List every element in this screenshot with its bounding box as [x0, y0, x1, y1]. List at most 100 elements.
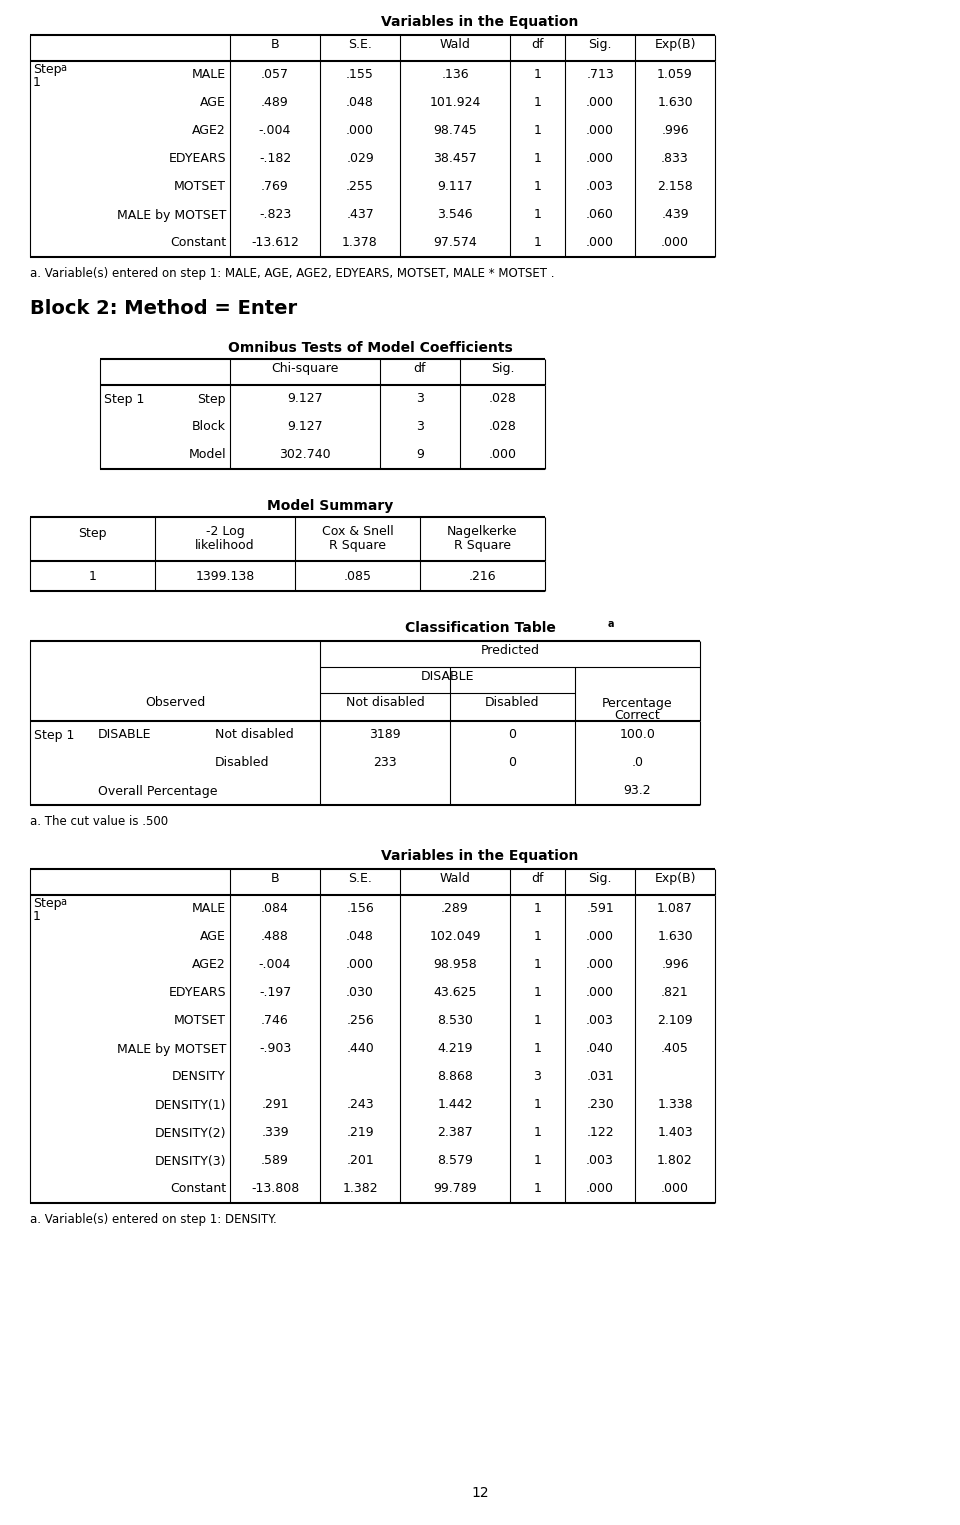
Text: .437: .437	[347, 209, 373, 221]
Text: .000: .000	[586, 96, 614, 110]
Text: .000: .000	[661, 1182, 689, 1196]
Text: DENSITY(1): DENSITY(1)	[155, 1098, 226, 1112]
Text: MALE: MALE	[192, 903, 226, 915]
Text: 1.802: 1.802	[658, 1154, 693, 1168]
Text: .048: .048	[346, 930, 374, 944]
Text: B: B	[271, 38, 279, 50]
Text: 4.219: 4.219	[437, 1043, 472, 1055]
Text: 8.579: 8.579	[437, 1154, 473, 1168]
Text: Observed: Observed	[145, 695, 205, 709]
Text: .084: .084	[261, 903, 289, 915]
Text: Model Summary: Model Summary	[267, 499, 394, 512]
Text: R Square: R Square	[454, 538, 511, 552]
Text: -.823: -.823	[259, 209, 291, 221]
Text: MOTSET: MOTSET	[174, 1014, 226, 1028]
Text: 3: 3	[416, 421, 424, 433]
Text: Nagelkerke: Nagelkerke	[447, 525, 517, 538]
Text: Exp(B): Exp(B)	[655, 872, 696, 884]
Text: .833: .833	[661, 152, 689, 166]
Text: .216: .216	[468, 569, 496, 583]
Text: .000: .000	[586, 930, 614, 944]
Text: -13.612: -13.612	[252, 236, 299, 250]
Text: .589: .589	[261, 1154, 289, 1168]
Text: .996: .996	[661, 959, 689, 971]
Text: .000: .000	[586, 236, 614, 250]
Text: Correct: Correct	[614, 709, 660, 721]
Text: 1: 1	[534, 152, 541, 166]
Text: 1.087: 1.087	[657, 903, 693, 915]
Text: -2 Log: -2 Log	[205, 525, 245, 538]
Text: .029: .029	[347, 152, 373, 166]
Text: .201: .201	[347, 1154, 373, 1168]
Text: DISABLE: DISABLE	[98, 729, 152, 741]
Text: Predicted: Predicted	[481, 644, 540, 657]
Text: .439: .439	[661, 209, 689, 221]
Text: -.004: -.004	[259, 959, 291, 971]
Text: 38.457: 38.457	[433, 152, 477, 166]
Text: EDYEARS: EDYEARS	[168, 987, 226, 999]
Text: 1.059: 1.059	[658, 69, 693, 81]
Text: a: a	[608, 619, 614, 628]
Text: R Square: R Square	[329, 538, 386, 552]
Text: Percentage: Percentage	[602, 697, 673, 711]
Text: 1: 1	[534, 1014, 541, 1028]
Text: .156: .156	[347, 903, 373, 915]
Text: .000: .000	[661, 236, 689, 250]
Text: 93.2: 93.2	[624, 784, 651, 798]
Text: -.903: -.903	[259, 1043, 291, 1055]
Text: Step 1: Step 1	[104, 392, 144, 406]
Text: .489: .489	[261, 96, 289, 110]
Text: .821: .821	[661, 987, 689, 999]
Text: 1: 1	[534, 1182, 541, 1196]
Text: df: df	[531, 872, 543, 884]
Text: 1: 1	[33, 76, 41, 88]
Text: .028: .028	[489, 421, 516, 433]
Text: 99.789: 99.789	[433, 1182, 477, 1196]
Text: Sig.: Sig.	[588, 38, 612, 50]
Text: 0: 0	[509, 756, 516, 770]
Text: 1: 1	[534, 236, 541, 250]
Text: Sig.: Sig.	[491, 361, 515, 375]
Text: Disabled: Disabled	[215, 756, 270, 770]
Text: 1: 1	[534, 125, 541, 137]
Text: .591: .591	[587, 903, 613, 915]
Text: DENSITY(3): DENSITY(3)	[155, 1154, 226, 1168]
Text: .000: .000	[489, 448, 516, 462]
Text: .000: .000	[586, 959, 614, 971]
Text: 1: 1	[534, 987, 541, 999]
Text: .000: .000	[586, 1182, 614, 1196]
Text: MALE by MOTSET: MALE by MOTSET	[116, 209, 226, 221]
Text: Disabled: Disabled	[485, 695, 540, 709]
Text: .440: .440	[347, 1043, 373, 1055]
Text: Block: Block	[192, 421, 226, 433]
Text: DENSITY: DENSITY	[172, 1071, 226, 1083]
Text: Model: Model	[188, 448, 226, 462]
Text: .057: .057	[261, 69, 289, 81]
Text: 102.049: 102.049	[429, 930, 481, 944]
Text: 9: 9	[416, 448, 424, 462]
Text: .030: .030	[346, 987, 374, 999]
Text: -13.808: -13.808	[251, 1182, 300, 1196]
Text: 1.338: 1.338	[658, 1098, 693, 1112]
Text: .255: .255	[346, 180, 374, 194]
Text: 1: 1	[534, 69, 541, 81]
Text: Wald: Wald	[440, 38, 470, 50]
Text: .000: .000	[346, 125, 374, 137]
Text: .230: .230	[587, 1098, 613, 1112]
Text: .219: .219	[347, 1127, 373, 1139]
Text: S.E.: S.E.	[348, 872, 372, 884]
Text: .713: .713	[587, 69, 613, 81]
Text: .769: .769	[261, 180, 289, 194]
Text: Not disabled: Not disabled	[215, 729, 294, 741]
Text: 302.740: 302.740	[279, 448, 331, 462]
Text: 8.530: 8.530	[437, 1014, 473, 1028]
Text: Variables in the Equation: Variables in the Equation	[381, 15, 579, 29]
Text: S.E.: S.E.	[348, 38, 372, 50]
Text: Constant: Constant	[170, 1182, 226, 1196]
Text: .488: .488	[261, 930, 289, 944]
Text: -.004: -.004	[259, 125, 291, 137]
Text: 1: 1	[534, 180, 541, 194]
Text: Wald: Wald	[440, 872, 470, 884]
Text: Cox & Snell: Cox & Snell	[322, 525, 394, 538]
Text: .746: .746	[261, 1014, 289, 1028]
